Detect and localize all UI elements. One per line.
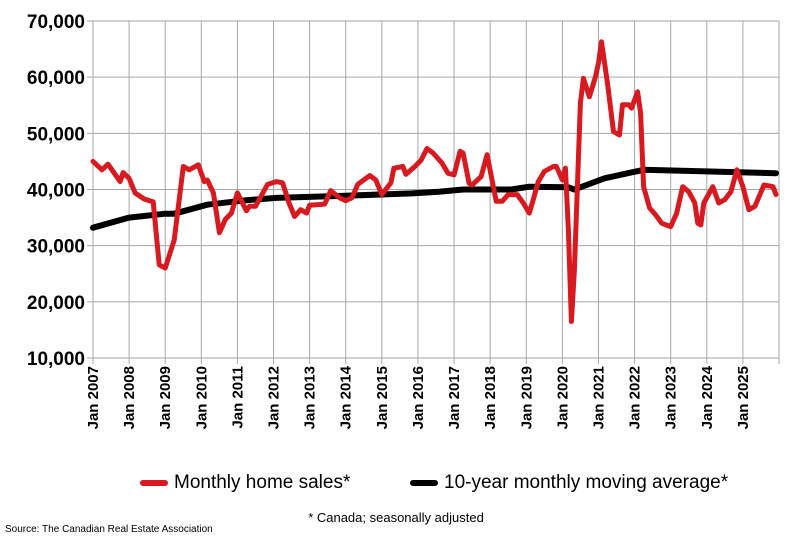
x-tick-label: Jan 2008	[121, 366, 138, 429]
y-tick-label: 50,000	[27, 124, 85, 145]
x-tick-label: Jan 2023	[663, 366, 680, 429]
line-chart: 10,000 20,000 30,000 40,000 50,000 60,000 70,0…	[27, 12, 780, 429]
x-tick-label: Jan 2011	[229, 366, 246, 429]
x-tick-label: Jan 2013	[302, 366, 319, 429]
y-tick-label: 20,000	[27, 293, 85, 314]
y-axis-tick-labels: 10,000 20,000 30,000 40,000 50,000 60,000 70,0…	[27, 12, 85, 370]
legend-label: 10-year monthly moving average*	[444, 472, 729, 493]
x-tick-label: Jan 2025	[735, 366, 752, 429]
legend-item-moving-average: 10-year monthly moving average*	[410, 472, 728, 494]
x-tick-label: Jan 2018	[482, 366, 499, 429]
monthly-sales-line	[90, 39, 779, 324]
y-tick-label: 70,000	[27, 12, 85, 33]
footnote: * Canada; seasonally adjusted	[308, 510, 484, 525]
x-tick-label: Jan 2022	[627, 366, 644, 429]
x-tick-label: Jan 2020	[554, 366, 571, 429]
x-tick-label: Jan 2010	[193, 366, 210, 429]
x-axis-tick-labels: Jan 2007 Jan 2008 Jan 2009 Jan 2010 Jan 2011…	[85, 365, 752, 429]
x-tick-label: Jan 2016	[410, 366, 427, 429]
x-tick-label: Jan 2017	[446, 366, 463, 429]
y-tick-label: 10,000	[27, 349, 85, 370]
x-tick-label: Jan 2007	[85, 366, 102, 429]
y-tick-label: 40,000	[27, 181, 85, 202]
x-tick-label: Jan 2024	[699, 365, 716, 429]
legend-label: Monthly home sales*	[174, 472, 351, 493]
series-lines	[90, 39, 779, 324]
y-tick-label: 60,000	[27, 68, 85, 89]
x-tick-label: Jan 2014	[338, 365, 355, 429]
x-tick-label: Jan 2021	[590, 366, 607, 429]
legend-swatch-red	[140, 480, 168, 486]
y-tick-label: 30,000	[27, 237, 85, 258]
x-tick-label: Jan 2015	[374, 366, 391, 429]
x-tick-label: Jan 2009	[157, 366, 174, 429]
x-tick-label: Jan 2019	[518, 366, 535, 429]
legend-swatch-black	[410, 480, 438, 486]
x-tick-label: Jan 2012	[266, 366, 283, 429]
legend-item-monthly-sales: Monthly home sales*	[140, 472, 350, 494]
source-note: Source: The Canadian Real Estate Associa…	[5, 524, 213, 535]
